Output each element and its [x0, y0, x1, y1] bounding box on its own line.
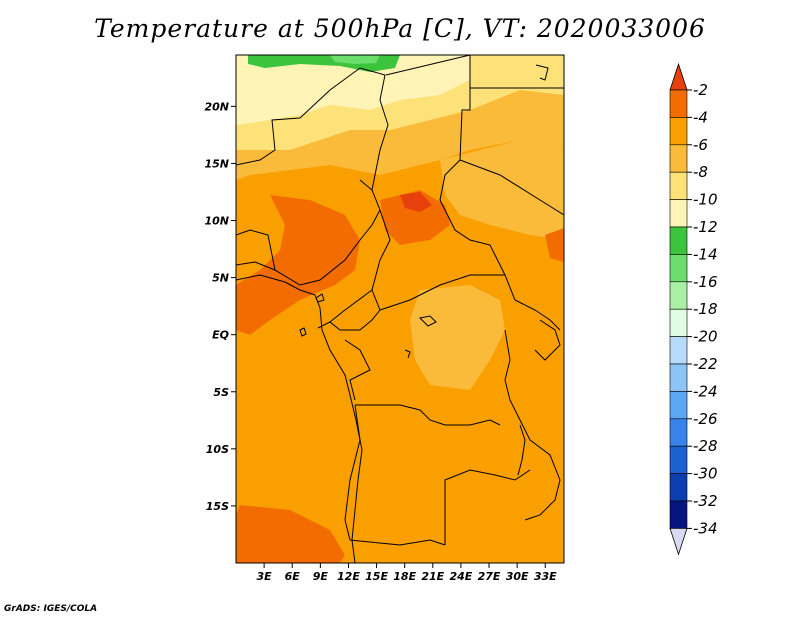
lon-tick-label: 27E [478, 570, 501, 583]
lat-tick-label: 10N [204, 215, 229, 228]
lon-tick-label: 18E [393, 570, 416, 583]
lon-tick: 30E [506, 563, 529, 583]
field-band-12 [236, 55, 470, 125]
grads-credit: GrADS: IGES/COLA [4, 604, 98, 614]
field-band-8-east [440, 140, 564, 240]
field-band-8-congo [410, 285, 505, 390]
lon-tick: 9E [313, 563, 329, 583]
colorbar-swatch [669, 473, 688, 502]
lon-tick: 33E [534, 563, 557, 583]
colorbar-swatch [669, 117, 688, 146]
lon-tick-label: 24E [450, 570, 473, 583]
lon-tick-label: 12E [337, 570, 360, 583]
colorbar-swatch [669, 199, 688, 228]
colorbar-swatch [669, 144, 688, 173]
colorbar-label: -34 [693, 519, 718, 537]
lon-tick-label: 15E [365, 570, 388, 583]
colorbar-label: -12 [693, 218, 718, 236]
colorbar-label: -32 [693, 492, 718, 510]
colorbar-swatch [669, 308, 688, 337]
temperature-field [236, 55, 564, 563]
lon-tick: 18E [393, 563, 417, 583]
coastline [236, 64, 549, 563]
lon-tick: 6E [285, 563, 301, 583]
lon-tick-label: 33E [534, 570, 557, 583]
colorbar-label: -14 [693, 245, 718, 263]
colorbar-label: -18 [693, 300, 718, 318]
lon-tick-label: 3E [257, 570, 273, 583]
field-band-16 [330, 55, 380, 64]
field-band-4-south [236, 505, 345, 563]
lon-tick: 3E [257, 563, 273, 583]
field-band-4-west [236, 195, 360, 335]
lat-tick: 10N [204, 215, 236, 228]
colorbar-label: -30 [693, 465, 718, 483]
colorbar-label: -28 [693, 437, 718, 455]
lon-tick: 21E [421, 563, 445, 583]
colorbar-swatch [669, 254, 688, 283]
field-band-2 [400, 192, 432, 212]
lon-tick: 15E [365, 563, 388, 583]
colorbar-swatch [669, 336, 688, 365]
colorbar-label: -2 [693, 81, 708, 99]
lon-tick-label: 6E [285, 570, 301, 583]
colorbar-swatch [669, 500, 688, 529]
field-band-4-chad [380, 190, 450, 245]
lon-tick: 27E [478, 563, 501, 583]
lon-tick-label: 9E [313, 570, 329, 583]
lat-tick-label: 15N [204, 157, 229, 170]
lat-tick: 15N [204, 157, 236, 170]
colorbar-swatch [669, 445, 688, 474]
lat-tick-label: 15S [206, 500, 229, 513]
colorbar-swatch [669, 363, 688, 392]
colorbar-swatch [669, 89, 688, 118]
lon-tick-label: 21E [421, 570, 444, 583]
lat-tick-label: EQ [212, 329, 229, 342]
lat-tick: 15S [206, 500, 236, 513]
colorbar-swatch [669, 391, 688, 420]
lon-tick-label: 30E [506, 570, 529, 583]
colorbar-label: -20 [693, 328, 718, 346]
lat-tick-label: 5N [212, 272, 229, 285]
colorbar-swatch [669, 418, 688, 447]
colorbar-label: -26 [693, 410, 718, 428]
lon-axis: 3E 6E 9E 12E 15E 18E 21E 24E 27E 30E 33E [257, 563, 557, 583]
colorbar-swatch [669, 281, 688, 310]
lat-tick-label: 10S [206, 443, 229, 456]
colorbar-swatch [669, 226, 688, 255]
lat-tick: 5S [213, 386, 236, 399]
colorbar-label: -4 [693, 108, 708, 126]
lat-tick-label: 20N [204, 100, 229, 113]
country-borders [236, 55, 564, 546]
map-frame [235, 54, 565, 564]
colorbar-label: -8 [693, 163, 708, 181]
colorbar-label: -22 [693, 355, 718, 373]
lat-tick: 10S [206, 443, 236, 456]
lon-tick: 12E [337, 563, 360, 583]
lon-tick: 24E [450, 563, 473, 583]
map-title: Temperature at 500hPa [C], VT: 202003300… [94, 14, 706, 43]
colorbar-label: -10 [693, 191, 718, 209]
colorbar: -2 -4 -6 -8 -10 -12 -14 -16 -18 -20 -22 -24 -26 -28 -3… [669, 62, 718, 556]
colorbar-cap-bottom [669, 528, 688, 556]
lat-tick-label: 5S [213, 386, 229, 399]
lat-tick: EQ [212, 329, 236, 342]
lat-tick: 20N [204, 100, 236, 113]
colorbar-label: -24 [693, 382, 718, 400]
field-band-4-east [545, 228, 564, 262]
colorbar-label: -6 [693, 136, 708, 154]
lat-axis: 20N 15N 10N 5N EQ 5S 10S 15S [204, 100, 236, 513]
colorbar-cap-top [669, 62, 688, 91]
lat-tick: 5N [212, 272, 236, 285]
colorbar-label: -16 [693, 273, 718, 291]
colorbar-swatch [669, 171, 688, 200]
